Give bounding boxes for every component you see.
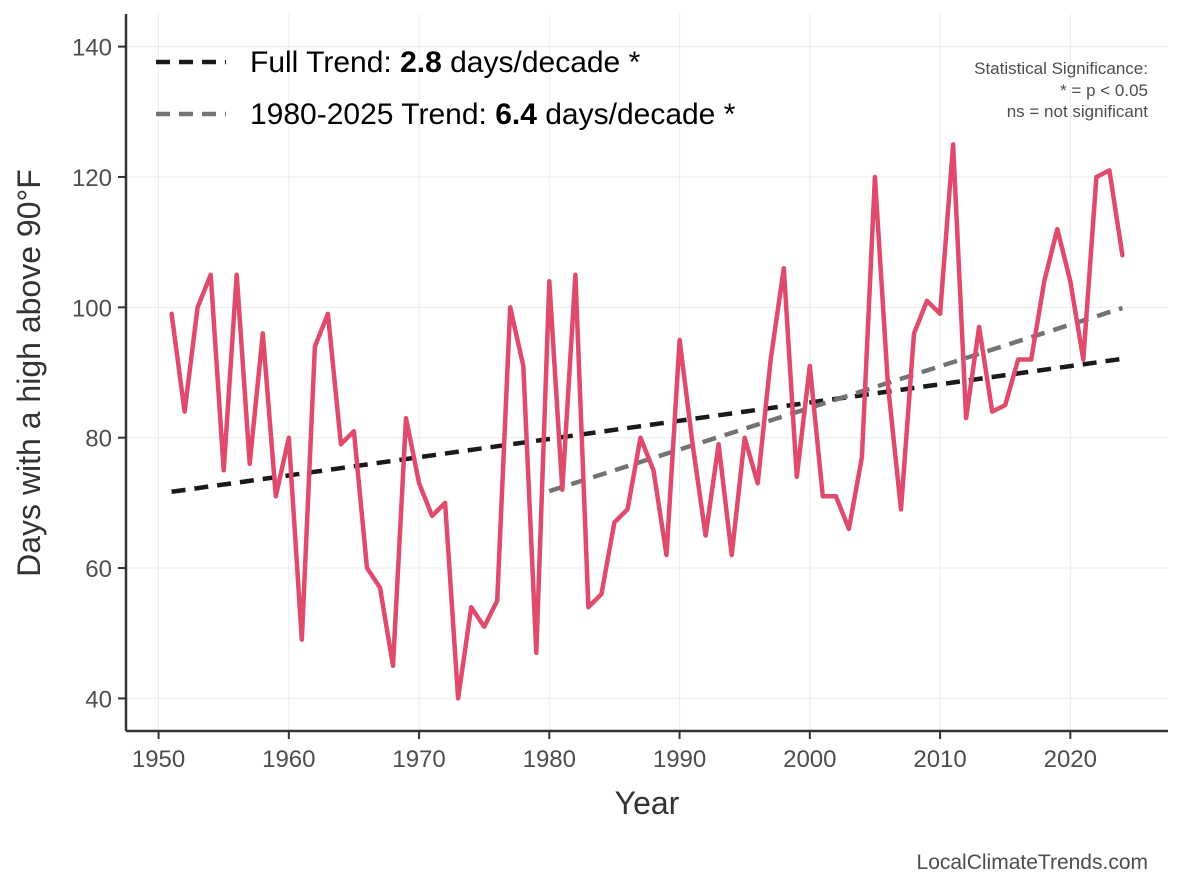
axes — [124, 14, 1168, 733]
x-tick-label: 1990 — [653, 746, 706, 773]
legend-full-trend-suffix: days/decade * — [442, 46, 641, 79]
x-tick-label: 1950 — [132, 746, 185, 773]
y-tick-label: 60 — [85, 556, 112, 583]
series-line — [169, 142, 1125, 701]
legend-label-full-trend: Full Trend: 2.8 days/decade * — [250, 46, 641, 79]
y-tick-label: 140 — [72, 35, 112, 62]
legend-label-recent-trend: 1980-2025 Trend: 6.4 days/decade * — [250, 98, 736, 131]
x-tick-label: 2020 — [1044, 746, 1097, 773]
legend-recent-trend-prefix: 1980-2025 Trend: — [250, 98, 495, 131]
gridlines — [126, 14, 1168, 731]
significance-note: Statistical Significance: * = p < 0.05 n… — [974, 59, 1148, 121]
legend-recent-trend-value: 6.4 — [495, 98, 537, 131]
trend-lines — [171, 305, 1124, 495]
data-series — [169, 142, 1125, 701]
x-tick-label: 2000 — [783, 746, 836, 773]
legend: Full Trend: 2.8 days/decade * 1980-2025 … — [156, 46, 736, 131]
significance-note-ns: ns = not significant — [1007, 102, 1149, 121]
y-tick-label: 100 — [72, 295, 112, 322]
x-tick-label: 1980 — [523, 746, 576, 773]
significance-note-threshold: * = p < 0.05 — [1060, 81, 1148, 100]
credit-text: LocalClimateTrends.com — [917, 851, 1148, 874]
x-tick-label: 1970 — [392, 746, 445, 773]
x-tick-label: 1960 — [262, 746, 315, 773]
legend-full-trend-prefix: Full Trend: — [250, 46, 400, 79]
y-tick-label: 120 — [72, 165, 112, 192]
recent-trend-line — [548, 305, 1124, 494]
y-tick-label: 40 — [85, 686, 112, 713]
legend-full-trend-value: 2.8 — [400, 46, 442, 79]
x-tick-label: 2010 — [913, 746, 966, 773]
y-axis-title: Days with a high above 90°F — [11, 169, 47, 577]
legend-recent-trend-suffix: days/decade * — [537, 98, 736, 131]
y-tick-label: 80 — [85, 426, 112, 453]
x-axis-title: Year — [615, 785, 680, 821]
x-axis-ticks: 1950 1960 1970 1980 1990 2000 2010 2020 — [132, 731, 1097, 773]
y-axis-ticks: 40 60 80 100 120 140 — [72, 35, 126, 713]
significance-note-title: Statistical Significance: — [974, 59, 1148, 78]
